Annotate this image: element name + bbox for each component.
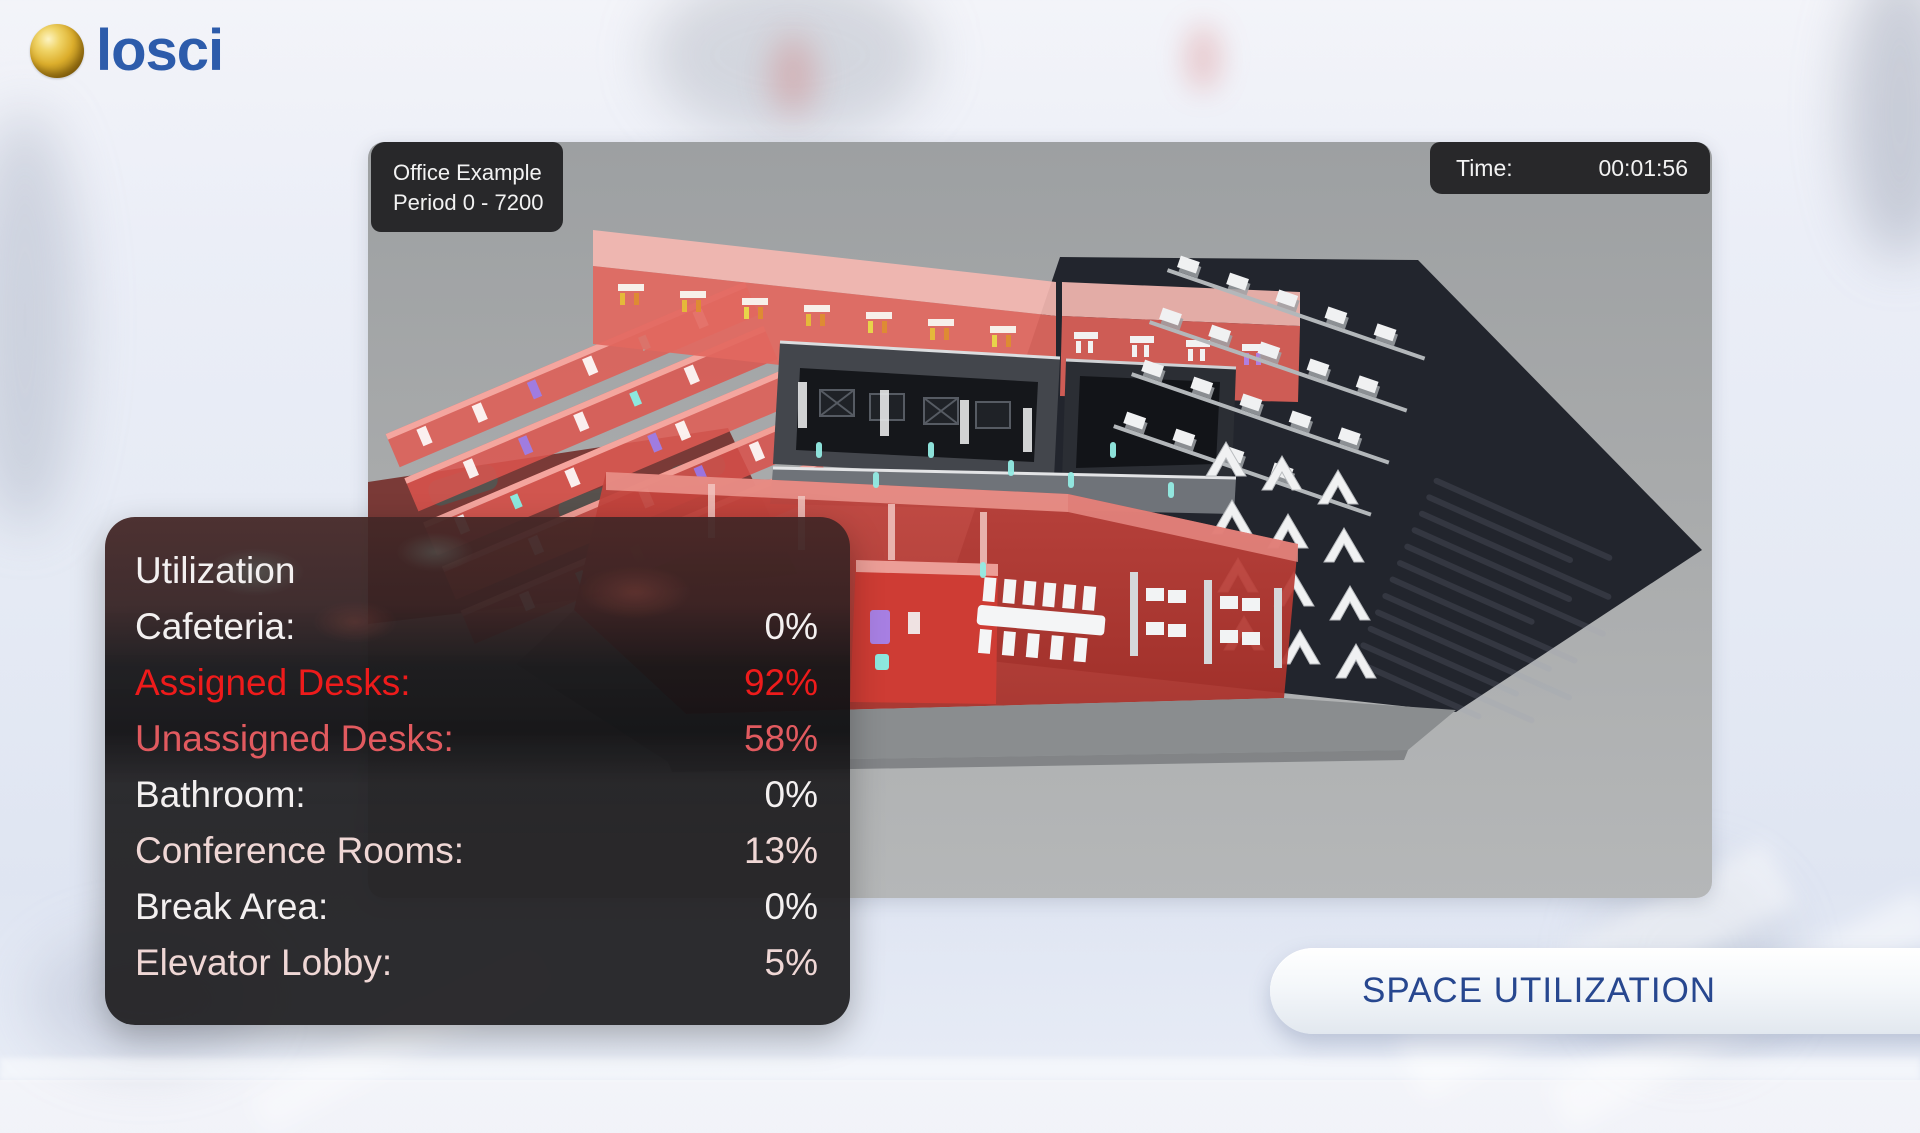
utilization-row: Assigned Desks: 92% <box>135 655 818 711</box>
utilization-row-value: 92% <box>743 662 818 703</box>
utilization-row: Unassigned Desks: 58% <box>135 711 818 767</box>
utilization-row-label: Break Area: <box>135 886 329 927</box>
time-box: Time: 00:01:56 <box>1430 142 1710 194</box>
background-blur-blob <box>770 35 816 115</box>
utilization-row-value: 0% <box>764 774 818 815</box>
brand-logo: losci <box>30 18 224 83</box>
utilization-row-value: 5% <box>764 942 818 983</box>
people-markers <box>798 382 1174 578</box>
utilization-row: Conference Rooms: 13% <box>135 823 818 879</box>
utilization-row-label: Bathroom: <box>135 774 306 815</box>
utilization-row-value: 13% <box>743 830 818 871</box>
utilization-panel-title: Utilization <box>135 550 296 591</box>
background-blur-blob <box>1185 25 1221 91</box>
utilization-panel: Utilization Cafeteria: 0% Assigned Desks… <box>105 517 850 1025</box>
time-label: Time: <box>1456 155 1513 181</box>
gold-sphere-icon <box>30 24 84 78</box>
utilization-row-label: Unassigned Desks: <box>135 718 454 759</box>
utilization-row-value: 0% <box>764 886 818 927</box>
utilization-row: Cafeteria: 0% <box>135 599 818 655</box>
utilization-row-value: 0% <box>764 606 818 647</box>
utilization-row-label: Elevator Lobby: <box>135 942 393 983</box>
utilization-row-label: Assigned Desks: <box>135 662 411 703</box>
space-utilization-button[interactable]: SPACE UTILIZATION <box>1270 948 1920 1034</box>
utilization-row-value: 58% <box>743 718 818 759</box>
office-3d-scene <box>368 230 1702 772</box>
utilization-row-label: Cafeteria: <box>135 606 296 647</box>
screen: { "brand": { "name": "losci", "sphere_ic… <box>0 0 1920 1080</box>
background-blur-blob <box>650 0 930 140</box>
brand-name: losci <box>96 18 224 83</box>
scene-label-line1: Office Example <box>393 160 542 185</box>
utilization-row: Elevator Lobby: 5% <box>135 935 818 991</box>
utilization-row-label: Conference Rooms: <box>135 830 465 871</box>
background-blur-blob <box>1845 0 1920 260</box>
time-value: 00:01:56 <box>1598 155 1688 181</box>
simulation-viewport: Office Example Period 0 - 7200 Time: 00:… <box>368 142 1712 898</box>
utilization-rows: Cafeteria: 0% Assigned Desks: 92% Unassi… <box>135 599 818 991</box>
utilization-row: Break Area: 0% <box>135 879 818 935</box>
scene-label-line2: Period 0 - 7200 <box>393 190 544 215</box>
conference-table <box>976 577 1106 663</box>
utilization-row: Bathroom: 0% <box>135 767 818 823</box>
background-light-band <box>0 1058 1920 1080</box>
scene-label: Office Example Period 0 - 7200 <box>371 142 564 232</box>
desk-pods <box>1130 572 1282 668</box>
space-utilization-button-label: SPACE UTILIZATION <box>1362 971 1717 1010</box>
background-blur-blob <box>0 110 80 530</box>
